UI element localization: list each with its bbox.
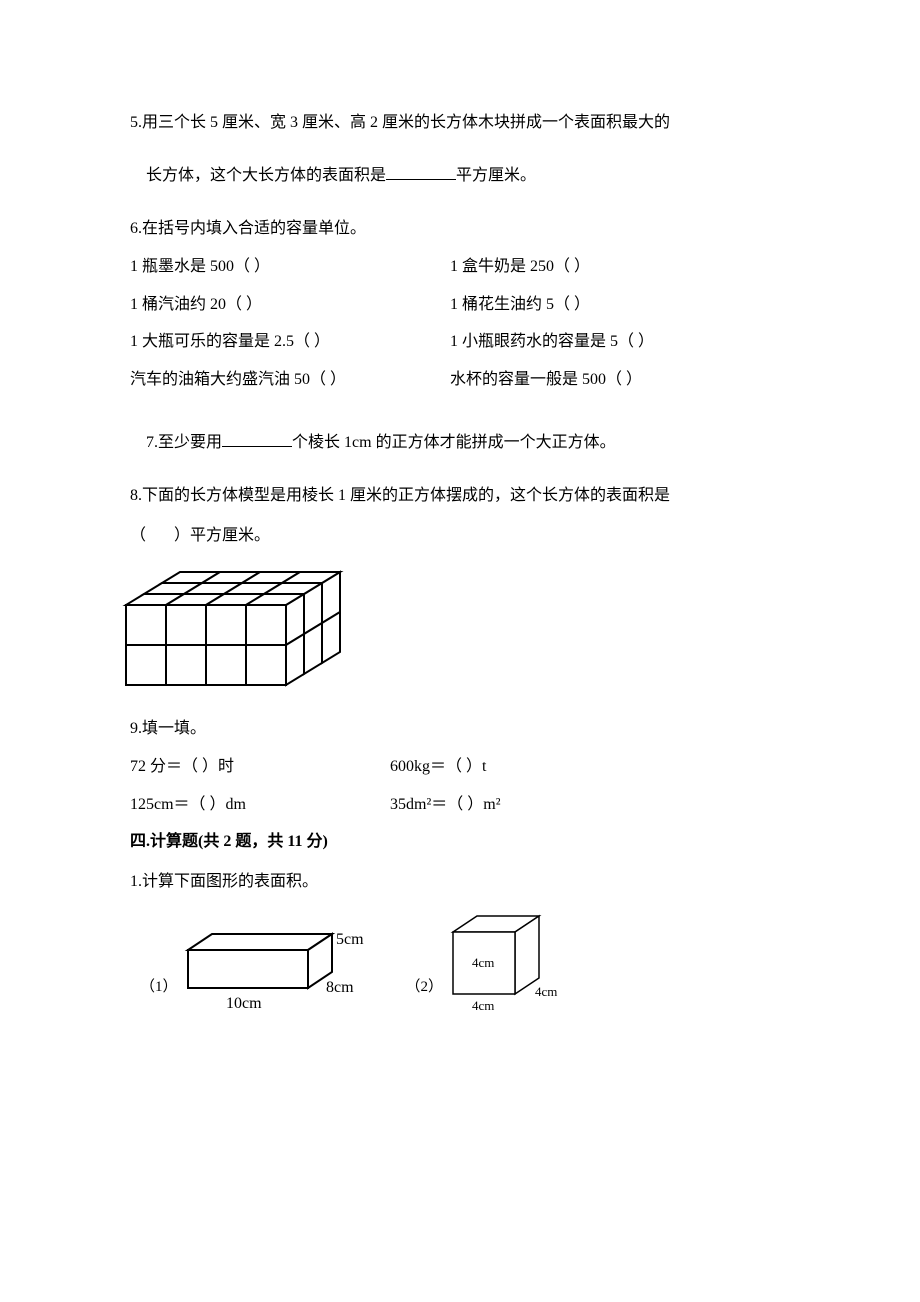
fig1-label: （1） [140,975,178,996]
q9-title: 9.填一填。 [130,716,790,742]
q5-line2a: 长方体，这个大长方体的表面积是 [146,167,386,184]
q9-row: 125cm＝（ ）dm35dm²＝（ ）m² [130,792,790,818]
q7-blank [222,430,292,447]
svg-text:4cm: 4cm [472,955,494,970]
q9-cell-a: 125cm＝（ ）dm [130,792,390,818]
q6-cell-a: 1 大瓶可乐的容量是 2.5（ ） [130,329,450,355]
q6-row: 1 瓶墨水是 500（ ）1 盒牛奶是 250（ ） [130,254,790,280]
q5-line2b: 平方厘米。 [456,167,536,184]
q9-cell-b: 600kg＝（ ）t [390,754,486,780]
q6-rows: 1 瓶墨水是 500（ ）1 盒牛奶是 250（ ）1 桶汽油约 20（ ）1 … [130,254,790,392]
q6-row: 1 桶汽油约 20（ ）1 桶花生油约 5（ ） [130,292,790,318]
q5-line1: 5.用三个长 5 厘米、宽 3 厘米、高 2 厘米的长方体木块拼成一个表面积最大… [130,110,790,136]
q6-title: 6.在括号内填入合适的容量单位。 [130,216,790,242]
q6-row: 汽车的油箱大约盛汽油 50（ ）水杯的容量一般是 500（ ） [130,367,790,393]
fig2-group: （2） 4cm 4cm 4cm [406,912,578,1014]
q8-line2: （ ）平方厘米。 [130,523,790,549]
q6-cell-b: 1 盒牛奶是 250（ ） [450,254,590,280]
section4-figures: （1） 10cm 8cm 5cm （2） 4cm 4cm 4cm [140,912,790,1014]
fig1-cuboid: 10cm 8cm 5cm [184,930,386,1014]
q9-cell-a: 72 分＝（ ）时 [130,754,390,780]
section4-q1: 1.计算下面图形的表面积。 [130,869,790,895]
fig2-cube: 4cm 4cm 4cm [449,912,577,1014]
cuboid-diagram [120,566,346,691]
q5-blank [386,163,456,180]
q6-cell-a: 汽车的油箱大约盛汽油 50（ ） [130,367,450,393]
page: 5.用三个长 5 厘米、宽 3 厘米、高 2 厘米的长方体木块拼成一个表面积最大… [0,0,920,1302]
q6-row: 1 大瓶可乐的容量是 2.5（ ）1 小瓶眼药水的容量是 5（ ） [130,329,790,355]
svg-text:10cm: 10cm [226,995,262,1012]
q8-figure [120,566,790,696]
q7-a: 7.至少要用 [146,434,222,451]
fig2-label: （2） [406,975,444,996]
q8-line1: 8.下面的长方体模型是用棱长 1 厘米的正方体摆成的，这个长方体的表面积是 [130,483,790,509]
q6-cell-b: 水杯的容量一般是 500（ ） [450,367,642,393]
svg-text:5cm: 5cm [336,931,364,948]
q9-row: 72 分＝（ ）时600kg＝（ ）t [130,754,790,780]
svg-text:4cm: 4cm [535,984,557,999]
section4-heading: 四.计算题(共 2 题，共 11 分) [130,829,790,855]
q6-cell-b: 1 小瓶眼药水的容量是 5（ ） [450,329,654,355]
q7-line: 7.至少要用 个棱长 1cm 的正方体才能拼成一个大正方体。 [130,404,790,481]
fig1-group: （1） 10cm 8cm 5cm [140,930,386,1014]
q7-b: 个棱长 1cm 的正方体才能拼成一个大正方体。 [292,434,616,451]
svg-text:8cm: 8cm [326,979,354,996]
svg-text:4cm: 4cm [472,998,494,1013]
q9-rows: 72 分＝（ ）时600kg＝（ ）t125cm＝（ ）dm35dm²＝（ ）m… [130,754,790,817]
q6-cell-a: 1 桶汽油约 20（ ） [130,292,450,318]
q9-cell-b: 35dm²＝（ ）m² [390,792,501,818]
q6-cell-a: 1 瓶墨水是 500（ ） [130,254,450,280]
q5-line2: 长方体，这个大长方体的表面积是 平方厘米。 [130,138,790,215]
q6-cell-b: 1 桶花生油约 5（ ） [450,292,590,318]
